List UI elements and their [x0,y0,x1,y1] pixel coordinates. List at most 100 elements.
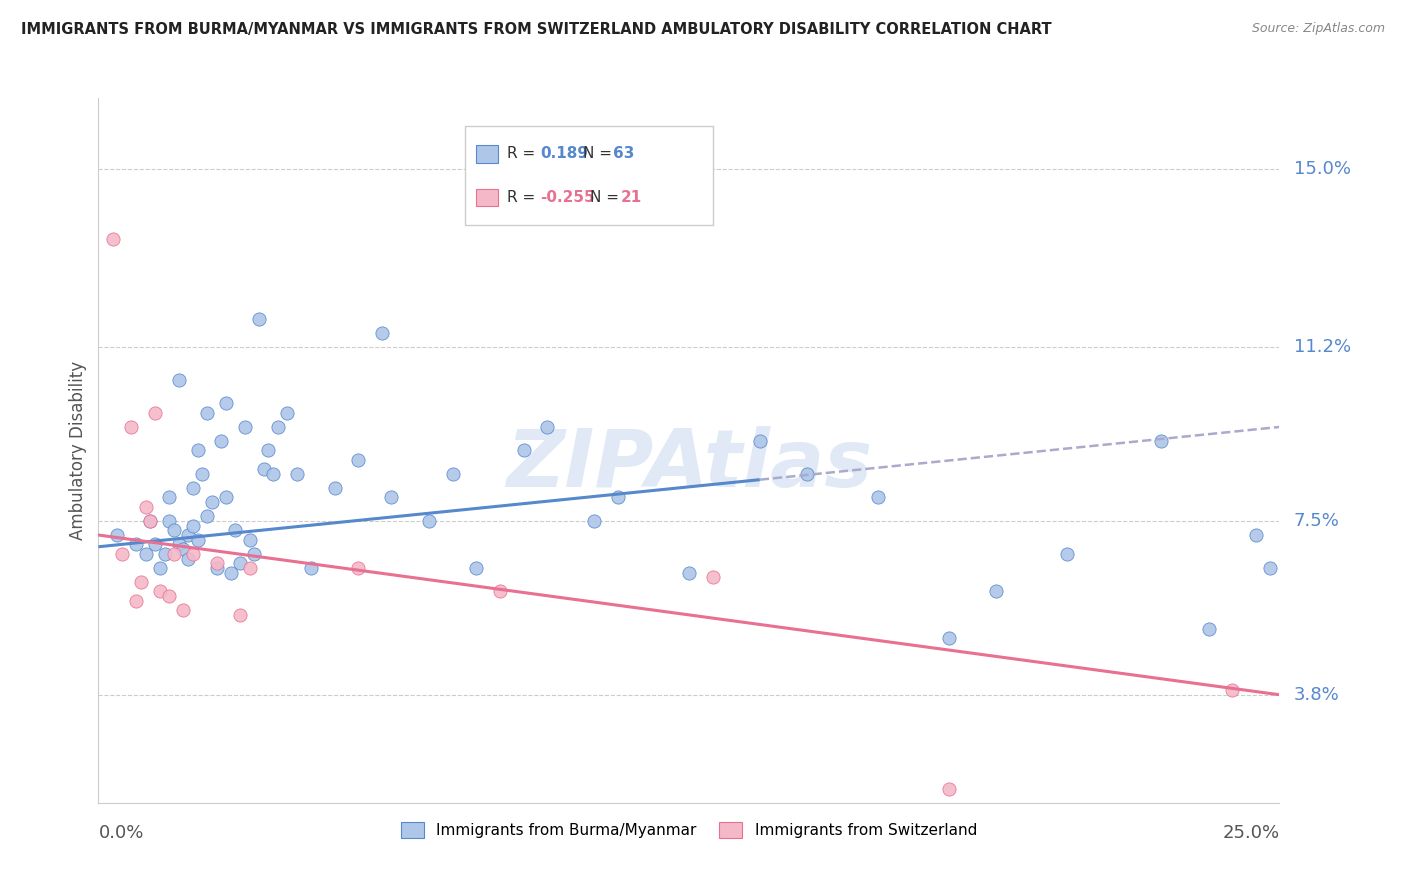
Point [796,467,818,481]
Point [512,443,534,458]
Point [299,561,322,575]
Point [101,232,124,246]
Point [157,514,180,528]
Point [262,467,284,481]
Point [702,570,724,584]
Legend: Immigrants from Burma/Myanmar, Immigrants from Switzerland: Immigrants from Burma/Myanmar, Immigrant… [395,816,983,845]
Point [276,406,298,420]
Point [157,491,180,505]
Text: 0.0%: 0.0% [98,824,143,842]
Point [215,491,238,505]
Bar [477,145,498,162]
Text: N =: N = [589,190,624,205]
Point [172,542,194,557]
Point [257,443,280,458]
Point [181,481,204,495]
Point [153,547,176,561]
Point [938,781,960,796]
Point [1198,622,1220,636]
Text: 7.5%: 7.5% [1294,512,1340,530]
Text: 21: 21 [620,190,641,205]
Point [267,420,290,434]
Point [1244,528,1267,542]
Point [536,420,558,434]
Point [748,434,770,448]
Point [129,574,152,589]
Point [253,462,276,476]
Point [371,326,394,340]
Point [177,528,200,542]
Point [121,420,143,434]
Text: N =: N = [582,146,616,161]
Text: ZIPAtlas: ZIPAtlas [506,425,872,504]
Point [418,514,440,528]
Point [125,594,148,608]
Point [163,524,186,538]
Text: -0.255: -0.255 [540,190,595,205]
Point [984,584,1007,599]
Text: 3.8%: 3.8% [1294,686,1340,704]
Point [1150,434,1173,448]
Point [347,561,370,575]
Point [111,547,134,561]
Point [224,524,246,538]
Text: Source: ZipAtlas.com: Source: ZipAtlas.com [1251,22,1385,36]
Point [125,537,148,551]
Text: 15.0%: 15.0% [1294,160,1351,178]
Point [167,537,190,551]
Text: IMMIGRANTS FROM BURMA/MYANMAR VS IMMIGRANTS FROM SWITZERLAND AMBULATORY DISABILI: IMMIGRANTS FROM BURMA/MYANMAR VS IMMIGRA… [21,22,1052,37]
Point [195,406,218,420]
Point [938,632,960,646]
Bar [464,127,713,225]
Point [139,514,162,528]
Point [149,561,172,575]
Point [105,528,128,542]
Point [678,566,700,580]
Point [187,533,209,547]
Y-axis label: Ambulatory Disability: Ambulatory Disability [69,361,87,540]
Point [323,481,346,495]
Point [1220,683,1243,698]
Point [181,547,204,561]
Point [209,434,232,448]
Point [1056,547,1078,561]
Point [219,566,242,580]
Point [149,584,172,599]
Point [195,509,218,524]
Point [163,547,186,561]
Text: R =: R = [508,146,540,161]
Point [607,491,630,505]
Point [143,537,166,551]
Point [157,589,180,603]
Point [866,491,889,505]
Point [181,518,204,533]
Point [229,607,252,622]
Bar [477,188,498,206]
Point [465,561,488,575]
Point [205,556,228,570]
Point [229,556,252,570]
Point [201,495,224,509]
Point [143,406,166,420]
Point [167,373,190,387]
Text: 63: 63 [613,146,634,161]
Point [191,467,214,481]
Point [187,443,209,458]
Point [215,396,238,410]
Point [380,491,402,505]
Text: 0.189: 0.189 [540,146,588,161]
Point [239,533,262,547]
Point [177,551,200,566]
Text: 25.0%: 25.0% [1222,824,1279,842]
Point [243,547,266,561]
Point [247,312,270,326]
Text: R =: R = [508,190,540,205]
Point [135,547,157,561]
Point [489,584,512,599]
Point [239,561,262,575]
Point [347,453,370,467]
Point [205,561,228,575]
Point [172,603,194,617]
Point [135,500,157,514]
Point [233,420,256,434]
